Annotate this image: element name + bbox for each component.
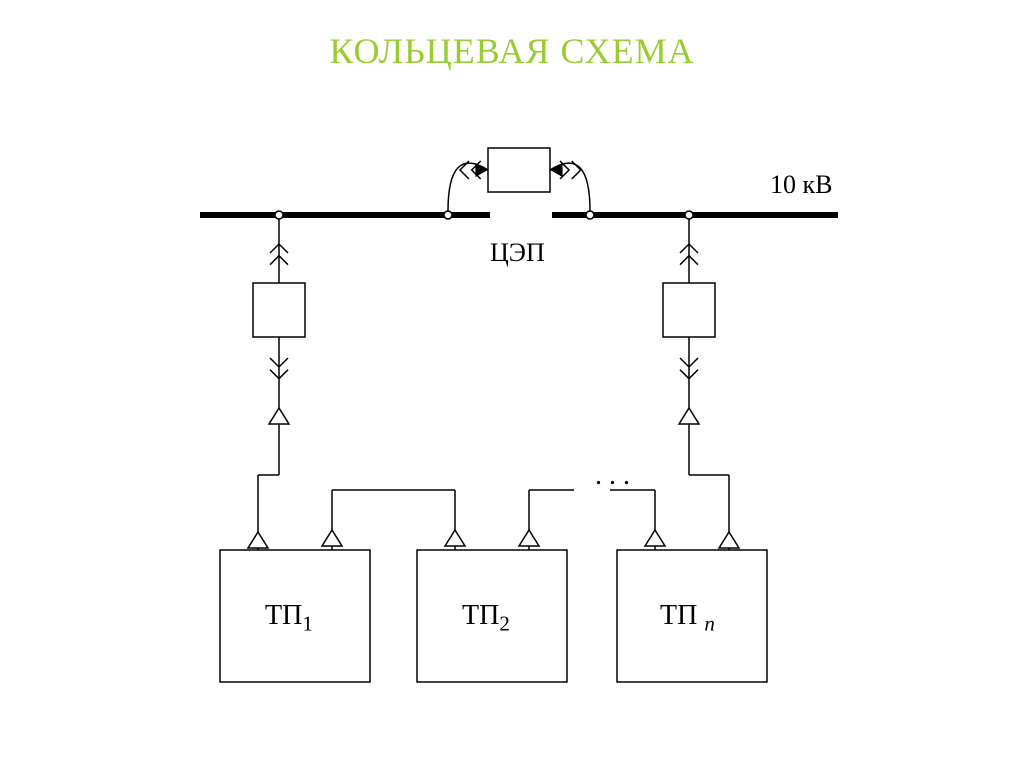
tp1-label: ТП1	[265, 600, 313, 637]
left-branch	[248, 219, 289, 550]
left-breaker-box	[253, 283, 305, 337]
tp1-text: ТП	[265, 600, 302, 631]
tpn-sub: n	[704, 612, 715, 636]
tp2-text: ТП	[462, 600, 499, 631]
top-left-connector	[448, 161, 488, 211]
voltage-label: 10 кВ	[770, 170, 832, 200]
ellipsis-label: . . .	[595, 460, 630, 492]
busbar-right	[552, 212, 838, 218]
tpn-text: ТП	[660, 600, 697, 631]
ring-diagram	[0, 0, 1024, 767]
interconnect-wires	[322, 490, 665, 550]
tpn-label: ТП n	[660, 600, 715, 637]
center-label: ЦЭП	[490, 238, 545, 268]
right-breaker-box	[663, 283, 715, 337]
tp2-label: ТП2	[462, 600, 510, 637]
tp2-sub: 2	[499, 612, 510, 636]
tp1-sub: 1	[302, 612, 313, 636]
right-branch	[679, 219, 739, 550]
top-breaker-box	[488, 148, 550, 192]
top-right-connector	[550, 161, 590, 211]
